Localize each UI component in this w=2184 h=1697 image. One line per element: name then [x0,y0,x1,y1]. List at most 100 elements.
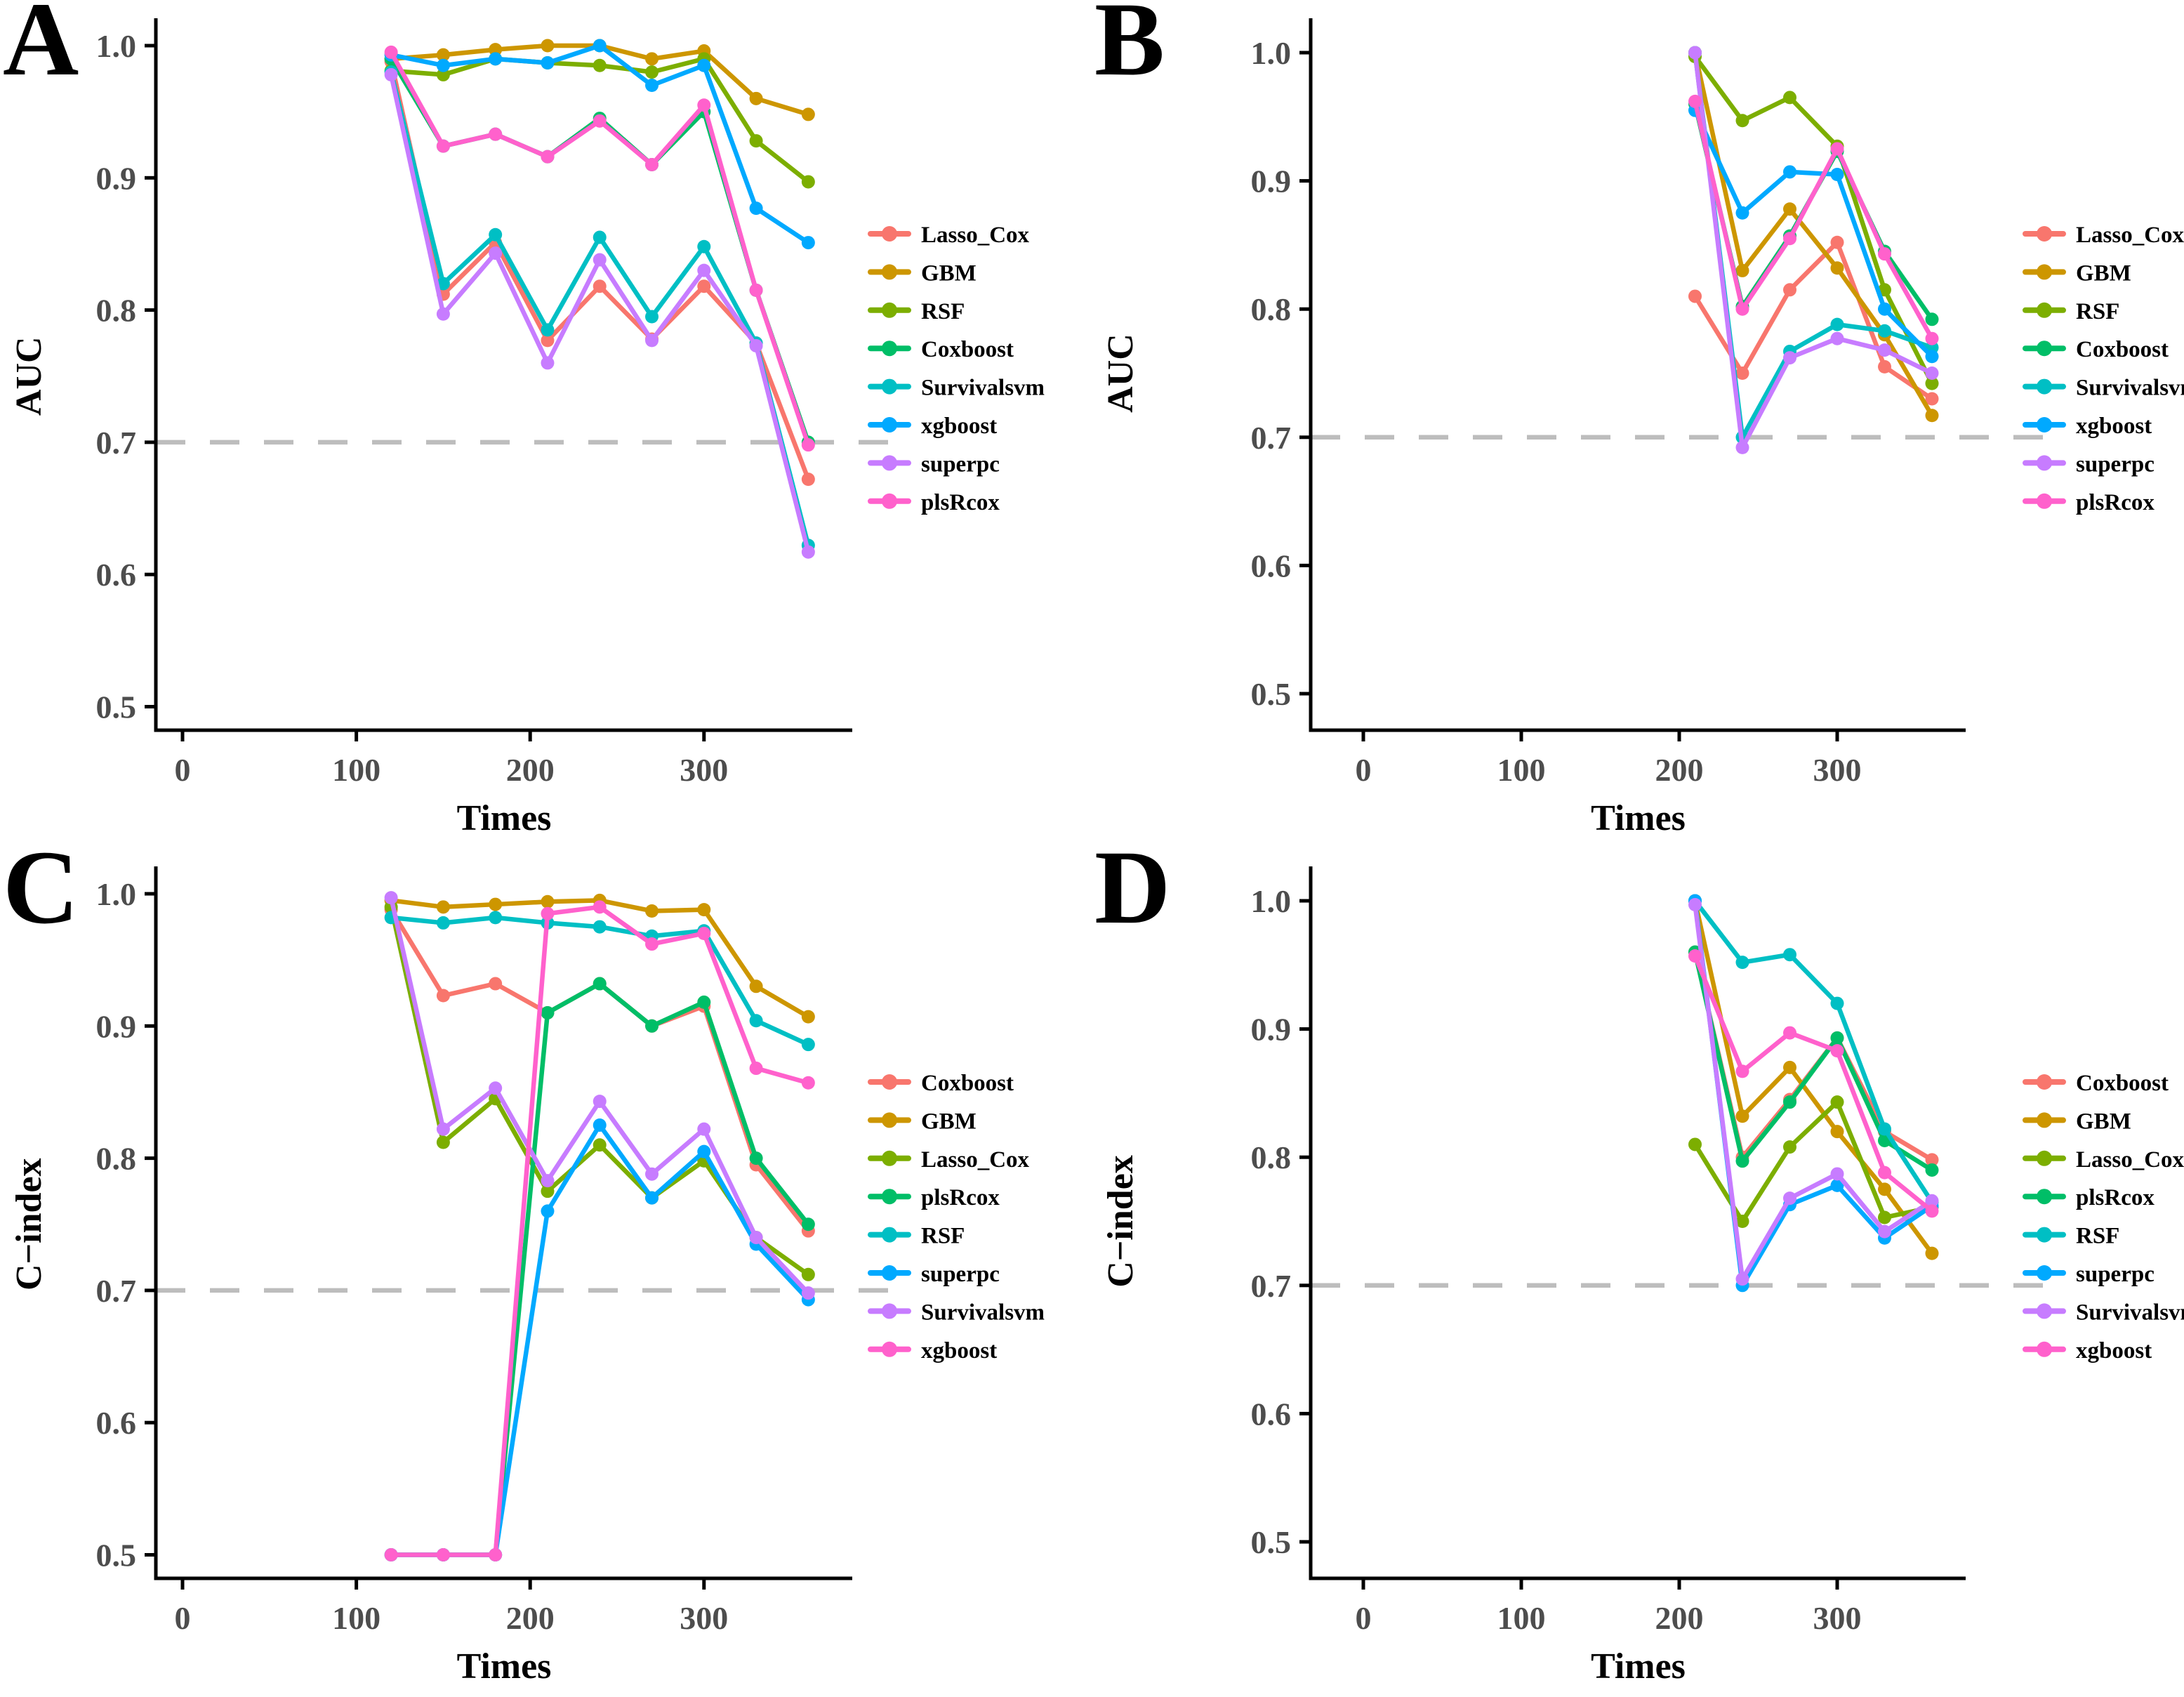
data-point-GBM [1783,1060,1796,1074]
x-tick-label: 0 [175,1600,191,1636]
legend-label-plsRcox: plsRcox [2076,1185,2155,1210]
legend-swatch-dot-Lasso_Cox [2037,226,2052,242]
data-point-plsRcox [1830,1031,1844,1045]
series-line-Survivalsvm [1693,50,1935,440]
legend-swatch-dot-RSF [2037,302,2052,318]
data-point-Lasso_Cox [801,473,815,487]
legend-label-Lasso_Cox: Lasso_Cox [921,223,1030,248]
y-tick-label: 0.5 [1251,1524,1292,1560]
data-point-plsRcox [645,1019,659,1033]
data-point-Survivalsvm [1735,1272,1749,1286]
series-line-xgboost [1693,107,1935,359]
data-point-superpc [1925,367,1939,380]
data-point-Coxboost [436,989,450,1003]
data-point-GBM [1925,409,1939,423]
y-tick-label: 0.6 [1251,1396,1292,1432]
legend-label-superpc: superpc [2076,451,2155,477]
y-tick-label: 0.6 [96,1405,137,1441]
data-point-Survivalsvm [1830,1167,1844,1181]
data-point-superpc [801,545,815,559]
x-axis-title: Times [1591,1646,1686,1686]
data-point-plsRcox [801,1217,815,1232]
panel-a: 0.5 0.6 0.7 0.8 0.9 1.0 0 100 200 300 Times AUC Lass… [0,0,1092,849]
data-point-Lasso_Cox [593,279,607,293]
legend-label-xgboost: xgboost [2076,1338,2152,1363]
data-point-plsRcox [697,98,711,112]
data-point-Lasso_Cox [1688,289,1702,303]
data-point-Lasso_Cox [1878,1210,1891,1224]
data-point-Lasso_Cox [1735,1215,1749,1228]
y-tick-label: 1.0 [1251,35,1292,71]
legend-swatch-dot-xgboost [2037,417,2052,432]
series-line-superpc [388,1123,811,1557]
data-point-GBM [541,894,555,909]
legend-label-Survivalsvm: Survivalsvm [921,376,1045,401]
data-point-RSF [489,911,503,925]
data-point-xgboost [384,1548,398,1561]
legend-swatch-dot-Survivalsvm [2037,1303,2052,1319]
data-point-superpc [1735,440,1749,454]
panel-d: 0.5 0.6 0.7 0.8 0.9 1.0 0 100 200 300 Times C−index… [1092,829,2184,1697]
legend-label-RSF: RSF [2076,299,2119,324]
data-point-Lasso_Cox [1878,359,1891,374]
y-axis-title: C−index [1101,1155,1141,1288]
data-point-plsRcox [749,1151,763,1166]
series-line-plsRcox [1693,949,1935,1173]
legend-swatch-dot-RSF [882,1227,897,1243]
y-tick-label: 1.0 [96,876,137,912]
data-point-Survivalsvm [801,1286,815,1300]
data-point-plsRcox [1688,94,1702,108]
legend-label-RSF: RSF [921,299,965,324]
data-point-xgboost [645,78,659,92]
data-point-xgboost [1735,1064,1749,1078]
x-tick-label: 100 [332,752,380,788]
data-point-Lasso_Cox [1925,392,1939,406]
data-point-GBM [436,48,450,62]
data-point-plsRcox [1830,142,1844,156]
data-point-RSF [1783,948,1796,962]
data-point-Lasso_Cox [436,1135,450,1149]
data-point-GBM [1783,202,1796,216]
data-point-Lasso_Cox [541,334,555,348]
data-point-RSF [436,67,450,81]
data-point-RSF [593,58,607,72]
data-point-plsRcox [1783,1095,1796,1109]
data-point-xgboost [489,52,503,66]
data-point-RSF [1735,114,1749,128]
legend-label-GBM: GBM [921,260,977,286]
legend-label-superpc: superpc [921,451,1000,477]
data-point-plsRcox [541,1005,555,1019]
y-tick-label: 0.7 [96,425,137,461]
data-point-RSF [801,175,815,189]
data-point-GBM [1830,1125,1844,1139]
data-point-GBM [1830,261,1844,275]
data-point-RSF [593,920,607,934]
legend-label-Coxboost: Coxboost [921,1071,1014,1096]
legend-label-xgboost: xgboost [921,414,997,439]
legend-swatch-dot-Lasso_Cox [882,1150,897,1166]
y-tick-label: 0.5 [96,689,137,725]
y-tick-label: 0.9 [1251,1012,1292,1048]
data-point-xgboost [489,1548,503,1561]
y-tick-label: 0.8 [96,1141,137,1177]
legend-label-superpc: superpc [921,1262,1000,1287]
data-point-xgboost [645,937,659,951]
y-tick-label: 0.6 [1251,548,1292,583]
legend-label-xgboost: xgboost [921,1338,997,1363]
y-axis-title: AUC [1101,334,1141,413]
data-point-GBM [1925,1246,1939,1260]
y-tick-label: 0.7 [1251,1268,1292,1304]
panel-b: 0.5 0.6 0.7 0.8 0.9 1.0 0 100 200 300 Times AUC Lass… [1092,0,2184,849]
data-point-superpc [1688,46,1702,60]
legend-label-Coxboost: Coxboost [921,337,1014,362]
legend-label-Coxboost: Coxboost [2076,337,2169,362]
data-point-RSF [749,1014,763,1028]
data-point-plsRcox [1925,1163,1939,1177]
legend-label-Lasso_Cox: Lasso_Cox [2076,1147,2184,1173]
data-point-plsRcox [1925,331,1939,345]
y-tick-label: 0.9 [96,160,137,196]
panel-d-chart: 0.5 0.6 0.7 0.8 0.9 1.0 0 100 200 300 Times C−index… [1101,866,2184,1686]
data-point-xgboost [801,1076,815,1090]
series-line-plsRcox [1693,99,1935,341]
data-point-superpc [645,1191,659,1205]
